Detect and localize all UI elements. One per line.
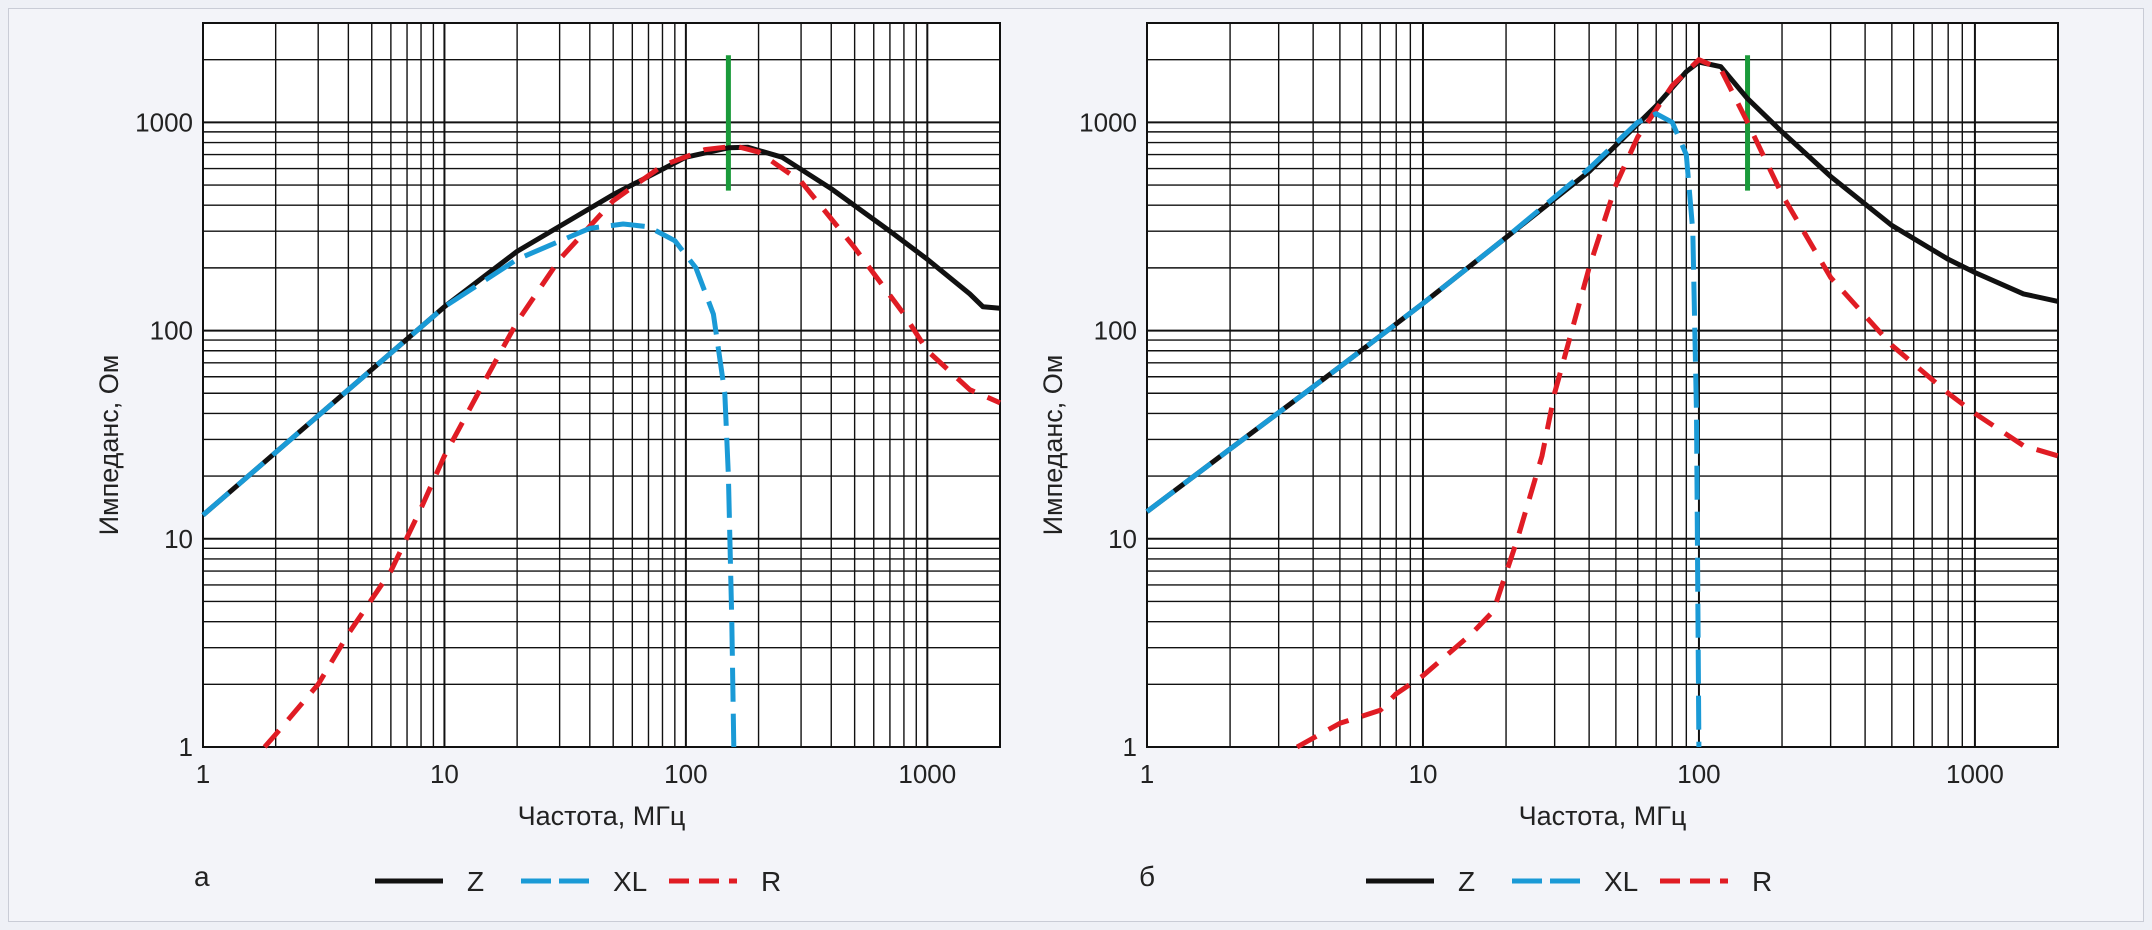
plot-area: [203, 23, 1000, 747]
legend-label-z: Z: [467, 866, 484, 897]
x-tick-label: 100: [664, 759, 707, 789]
y-tick-label: 100: [150, 316, 193, 346]
plot-frame: [1146, 22, 2059, 748]
figure-frame: 1 10 100 1000 1 10 100 1000 Частота, МГц Импеданс…: [8, 8, 2144, 922]
plot-frame: [202, 22, 1001, 748]
x-axis-label: Частота, МГц: [518, 801, 686, 831]
y-axis-label: Импеданс, Ом: [1038, 355, 1068, 536]
legend: Z XL R: [375, 866, 781, 897]
series-line-r: [1295, 57, 2059, 750]
legend: Z XL R: [1366, 866, 1772, 897]
x-tick-label: 1000: [898, 759, 956, 789]
x-axis-label: Частота, МГц: [1519, 801, 1687, 831]
y-tick-label: 10: [164, 524, 193, 554]
legend-label-xl: XL: [613, 866, 647, 897]
x-tick-label: 1: [196, 759, 210, 789]
x-tick-label: 1: [1140, 759, 1154, 789]
y-tick-label: 1000: [1079, 107, 1137, 137]
legend-label-z: Z: [1458, 866, 1475, 897]
y-tick-label: 1: [179, 732, 193, 762]
y-tick-label: 10: [1108, 524, 1137, 554]
x-tick-label: 10: [430, 759, 459, 789]
x-tick-label: 10: [1409, 759, 1438, 789]
x-tick-label: 100: [1677, 759, 1720, 789]
series-line-z: [201, 144, 1001, 517]
y-tick-label: 1: [1123, 732, 1137, 762]
legend-label-xl: XL: [1604, 866, 1638, 897]
panel-label: б: [1139, 861, 1155, 892]
x-tick-label: 1000: [1946, 759, 2004, 789]
series-line-xl: [201, 221, 737, 748]
y-tick-label: 100: [1094, 316, 1137, 346]
series-line-r: [262, 143, 1001, 749]
chart-canvas: 1 10 100 1000 1 10 100 1000 Частота, МГц Импеданс…: [94, 22, 2059, 897]
series-line-xl: [1145, 111, 1702, 748]
legend-label-r: R: [1752, 866, 1772, 897]
chart-panel-2: 1 10 100 1000 1 10 100 1000 Частота, МГц Импеданс…: [1038, 22, 2059, 897]
legend-label-r: R: [761, 866, 781, 897]
panel-label: а: [194, 861, 210, 892]
plot-area: [1147, 23, 2058, 747]
y-tick-label: 1000: [135, 107, 193, 137]
chart-panel-1: 1 10 100 1000 1 10 100 1000 Частота, МГц Импеданс…: [94, 22, 1001, 897]
y-axis-label: Импеданс, Ом: [94, 355, 124, 536]
